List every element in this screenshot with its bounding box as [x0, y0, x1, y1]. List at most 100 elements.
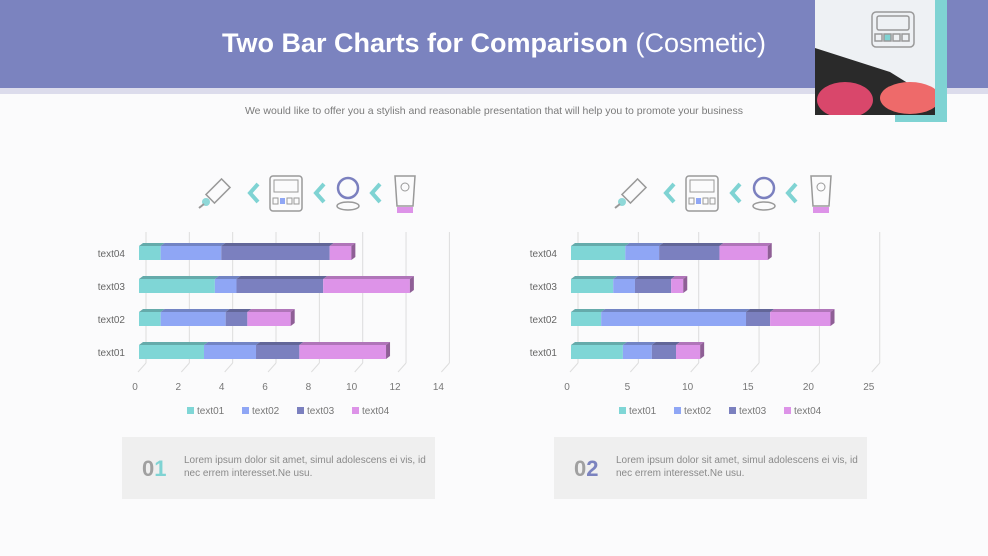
- bar-chart-1: 0 2 4 6 8 10 12 14 text01 text02 text03 text04 text0…: [98, 232, 450, 417]
- gridline: [180, 362, 190, 373]
- x-tick-label: 10: [682, 382, 694, 393]
- chevron-left-icon: [247, 182, 260, 204]
- bar-text03-text03: [634, 279, 672, 293]
- bar-top: [160, 243, 226, 246]
- y-tick-label: text02: [98, 315, 126, 326]
- bar-text03-text04: [323, 279, 410, 293]
- x-tick-label: 0: [564, 382, 570, 393]
- legend-label: text03: [307, 406, 335, 417]
- bar-text02-text03: [225, 312, 248, 326]
- legend-swatch: [729, 407, 736, 414]
- text-box-2: 02 Lorem ipsum dolor sit amet, simul adol…: [554, 437, 867, 499]
- bar-side: [767, 243, 772, 260]
- eyeshadow-palette-icon: [269, 175, 303, 212]
- bar-text01-text03: [256, 345, 300, 359]
- bar-top: [719, 243, 772, 246]
- gridline: [750, 362, 760, 373]
- bar-text01-text03: [651, 345, 677, 359]
- chevron-left-icon: [313, 182, 326, 204]
- y-tick-label: text04: [98, 249, 126, 260]
- brush-comb-icon: [198, 177, 232, 209]
- legend-label: text02: [684, 406, 712, 417]
- bar-top: [221, 243, 334, 246]
- bar-side: [351, 243, 356, 260]
- bar-top: [214, 276, 241, 279]
- bar-text03-text01: [571, 279, 614, 293]
- bar-text02-text04: [770, 312, 831, 326]
- box-text: Lorem ipsum dolor sit amet, simul adoles…: [184, 455, 426, 479]
- bar-text01-text04: [299, 345, 387, 359]
- bar-text04-text02: [625, 246, 660, 260]
- bar-top: [139, 243, 165, 246]
- legend-swatch: [297, 407, 304, 414]
- bar-text01-text01: [571, 345, 623, 359]
- bar-text01-text02: [204, 345, 257, 359]
- gridline: [871, 362, 881, 373]
- bar-text03-text01: [139, 279, 215, 293]
- bar-text01-text04: [676, 345, 701, 359]
- eyeshadow-palette-icon: [871, 11, 915, 48]
- gridline: [441, 362, 450, 373]
- gridline: [690, 362, 700, 373]
- x-tick-label: 12: [389, 382, 401, 393]
- legend-label: text03: [739, 406, 767, 417]
- bar-text04-text04: [329, 246, 352, 260]
- chevron-left-icon: [729, 182, 742, 204]
- legend-swatch: [352, 407, 359, 414]
- x-tick-label: 25: [863, 382, 875, 393]
- bar-top: [247, 309, 295, 312]
- bar-chart-2: 0 5 10 15 20 25 text01 text02 text03 text04 text01…: [530, 232, 881, 417]
- y-tick-label: text03: [530, 282, 558, 293]
- legend-label: text02: [252, 406, 280, 417]
- bar-top: [323, 276, 414, 279]
- gridline: [569, 362, 579, 373]
- bar-text04-text04: [719, 246, 768, 260]
- y-tick-label: text04: [530, 249, 558, 260]
- gridline: [354, 362, 364, 373]
- bar-text02-text01: [571, 312, 602, 326]
- y-tick-label: text02: [530, 315, 558, 326]
- brush-comb-icon: [614, 177, 648, 209]
- bar-text02-text02: [160, 312, 226, 326]
- x-tick-label: 14: [433, 382, 445, 393]
- title-light: (Cosmetic): [635, 28, 767, 58]
- bar-text03-text04: [671, 279, 684, 293]
- bar-top: [770, 309, 835, 312]
- gridline: [811, 362, 820, 373]
- x-tick-label: 8: [306, 382, 312, 393]
- subtitle: We would like to offer you a stylish and…: [244, 105, 744, 117]
- bar-top: [299, 342, 391, 345]
- bar-text03-text03: [236, 279, 324, 293]
- bar-top: [139, 342, 209, 345]
- icon-row: [198, 175, 416, 213]
- legend-label: text01: [629, 406, 657, 417]
- gridline: [137, 362, 147, 373]
- bar-top: [571, 309, 606, 312]
- x-tick-label: 5: [625, 382, 631, 393]
- bar-top: [571, 342, 627, 345]
- bar-top: [746, 309, 775, 312]
- legend-label: text01: [197, 406, 225, 417]
- legend-label: text04: [794, 406, 822, 417]
- title-bold: Two Bar Charts for Comparison: [221, 28, 628, 58]
- bar-top: [671, 276, 688, 279]
- bar-top: [613, 276, 639, 279]
- bar-text02-text03: [746, 312, 771, 326]
- bar-top: [634, 276, 676, 279]
- bar-side: [290, 309, 295, 326]
- legend-swatch: [187, 407, 194, 414]
- bar-text04-text01: [139, 246, 161, 260]
- bar-top: [160, 309, 230, 312]
- bar-text02-text02: [601, 312, 747, 326]
- bar-text04-text03: [221, 246, 330, 260]
- bar-top: [651, 342, 681, 345]
- bar-text03-text02: [613, 279, 635, 293]
- bar-top: [676, 342, 705, 345]
- x-tick-label: 0: [132, 382, 138, 393]
- gridline: [629, 362, 639, 373]
- bar-top: [236, 276, 328, 279]
- box-text: Lorem ipsum dolor sit amet, simul adoles…: [616, 455, 858, 479]
- x-tick-label: 10: [346, 382, 358, 393]
- legend-swatch: [619, 407, 626, 414]
- bar-top: [571, 243, 630, 246]
